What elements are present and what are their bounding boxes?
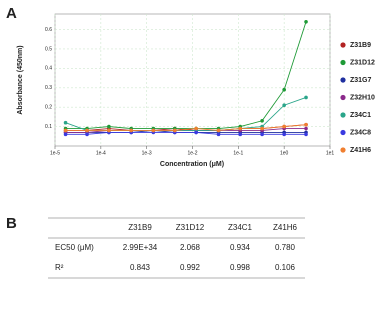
data-point: [129, 128, 134, 133]
legend-label: Z41H6: [350, 147, 371, 154]
table-cell: 0.106: [275, 263, 296, 272]
data-point: [282, 124, 286, 129]
column-header: Z31D12: [176, 223, 205, 232]
column-header: Z41H6: [273, 223, 298, 232]
data-point: [260, 132, 264, 137]
y-tick-label: 0.6: [45, 27, 52, 33]
data-point: [304, 132, 308, 137]
data-point: [304, 122, 308, 127]
data-point: [194, 126, 198, 131]
data-point: [172, 128, 177, 133]
data-point: [63, 128, 68, 133]
table-cell: 0.780: [275, 243, 296, 252]
legend-label: Z34C8: [350, 129, 371, 136]
legend-marker: [340, 94, 346, 101]
x-tick-label: 1e-4: [96, 150, 106, 156]
legend-marker: [340, 42, 346, 48]
legend-marker: [340, 129, 346, 136]
legend-marker: [340, 112, 346, 118]
data-point: [107, 124, 111, 129]
data-point: [282, 87, 286, 92]
y-tick-label: 0.5: [45, 46, 52, 52]
data-point: [304, 95, 308, 100]
panel-label: A: [6, 5, 17, 22]
series-line: [65, 131, 307, 135]
data-point: [260, 118, 264, 123]
legend-label: Z34C1: [350, 112, 371, 119]
legend-label: Z31G7: [350, 77, 372, 84]
data-point: [107, 128, 111, 133]
y-tick-label: 0.1: [45, 124, 52, 130]
x-axis-title: Concentration (μM): [160, 161, 224, 168]
y-tick-label: 0.3: [45, 85, 52, 91]
column-header: Z34C1: [228, 223, 253, 232]
data-point: [85, 128, 89, 133]
row-label: R²: [55, 263, 64, 272]
y-axis-title: Absorbance (450nm): [17, 45, 24, 114]
series-line: [65, 97, 307, 131]
table-cell: 0.998: [230, 263, 251, 272]
data-point: [216, 132, 221, 137]
series-line: [65, 21, 307, 129]
x-tick-label: 1e-2: [187, 150, 197, 156]
column-header: Z31B9: [128, 223, 152, 232]
x-tick-label: 1e-5: [50, 150, 60, 156]
data-point: [304, 19, 308, 24]
table-cell: 2.99E+34: [123, 243, 158, 252]
series-line: [65, 124, 307, 131]
y-tick-label: 0.2: [45, 105, 52, 111]
legend-marker: [340, 77, 346, 83]
data-point: [304, 126, 308, 131]
x-tick-label: 1e-1: [233, 150, 243, 156]
table-cell: 0.843: [130, 263, 151, 272]
data-point: [282, 103, 286, 108]
panel-label: B: [6, 215, 17, 232]
data-point: [260, 126, 264, 131]
legend-label: Z31D12: [350, 59, 375, 66]
data-point: [85, 132, 89, 137]
x-tick-label: 1e1: [326, 150, 335, 156]
legend-marker: [340, 59, 346, 66]
data-point: [194, 130, 198, 135]
data-point: [63, 120, 68, 125]
data-point: [63, 132, 68, 137]
legend-label: Z31B9: [350, 42, 371, 49]
table-cell: 0.992: [180, 263, 201, 272]
x-tick-label: 1e-3: [142, 150, 152, 156]
row-label: EC50 (μM): [55, 243, 94, 252]
legend-marker: [340, 147, 346, 153]
data-point: [282, 132, 286, 137]
table-cell: 0.934: [230, 243, 251, 252]
data-point: [151, 128, 156, 133]
data-point: [216, 128, 221, 133]
legend-label: Z32H10: [350, 94, 375, 101]
y-tick-label: 0.4: [45, 66, 52, 72]
table-cell: 2.068: [180, 243, 201, 252]
data-point: [238, 132, 243, 137]
data-point: [238, 126, 243, 131]
x-tick-label: 1e0: [280, 150, 289, 156]
